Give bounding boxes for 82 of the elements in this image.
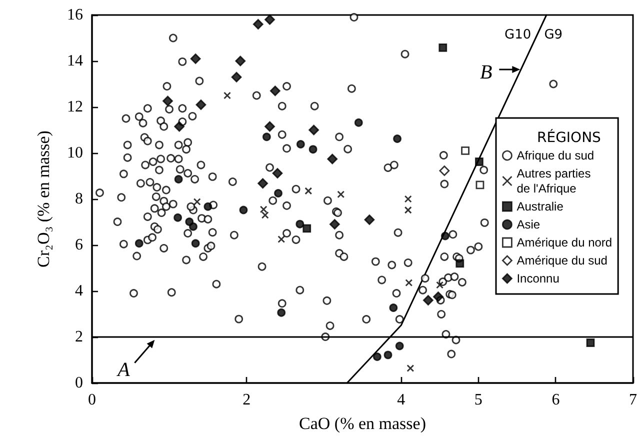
point — [586, 338, 595, 347]
point — [364, 214, 375, 225]
x-axis-title: CaO (% en masse) — [299, 414, 426, 433]
annotation: G9 — [544, 28, 563, 43]
legend-label: Amérique du nord — [516, 236, 612, 250]
annotation: G10 — [504, 28, 532, 43]
point — [258, 178, 268, 189]
legend-label: Afrique du sud — [516, 148, 594, 162]
point — [302, 224, 312, 233]
y-tick-label: 0 — [75, 374, 83, 392]
point — [264, 14, 275, 25]
y-tick-label: 2 — [75, 328, 83, 346]
point — [395, 342, 404, 350]
point — [239, 206, 248, 214]
point — [354, 118, 363, 127]
point — [278, 236, 286, 243]
point — [277, 308, 286, 317]
point — [436, 281, 444, 289]
y-tick-label: 14 — [67, 52, 83, 70]
point — [174, 121, 185, 132]
point — [405, 278, 413, 286]
point — [252, 19, 264, 30]
point — [461, 146, 470, 155]
point — [270, 86, 280, 96]
point — [327, 154, 338, 164]
legend-title: RÉGIONS — [537, 129, 602, 146]
point — [384, 350, 392, 360]
y-tick-label: 8 — [75, 190, 83, 208]
legend-label: Asie — [516, 218, 540, 232]
x-tick-label: 4 — [397, 392, 406, 408]
annotation: B — [480, 62, 492, 84]
point — [264, 121, 275, 132]
point — [393, 134, 402, 143]
y-axis-title: Cr₂O₃ (% en masse) — [34, 130, 53, 268]
point — [174, 175, 183, 184]
point — [189, 222, 198, 231]
x-tick-label: 5 — [474, 392, 482, 408]
point — [308, 145, 318, 154]
point — [134, 239, 144, 248]
point — [337, 190, 345, 198]
point — [329, 219, 340, 230]
legend-label: Australie — [516, 200, 564, 214]
y-tick-label: 10 — [67, 144, 83, 162]
y-tick-label: 16 — [67, 6, 83, 24]
point — [274, 189, 282, 198]
point — [389, 304, 398, 312]
point — [308, 124, 320, 136]
point — [475, 158, 484, 166]
point — [174, 213, 182, 222]
point — [476, 180, 484, 190]
point — [235, 56, 246, 66]
legend-label: Autres parties de l'Afrique — [516, 166, 591, 196]
x-tick-label: 7 — [629, 392, 637, 408]
point — [193, 198, 201, 206]
point — [162, 96, 173, 106]
x-tick-label: 6 — [552, 392, 560, 408]
legend-label: Inconnu — [516, 272, 560, 286]
point — [404, 195, 412, 203]
point — [304, 187, 312, 195]
point — [262, 132, 271, 142]
point — [296, 220, 304, 228]
x-tick-label: 2 — [242, 392, 251, 408]
point — [190, 54, 201, 64]
point — [404, 206, 412, 214]
point — [231, 72, 242, 82]
point — [272, 168, 283, 178]
point — [406, 364, 414, 372]
point — [439, 166, 450, 176]
y-tick-label: 4 — [75, 282, 83, 300]
annotation: A — [116, 358, 131, 381]
y-tick-label: 6 — [75, 236, 83, 254]
point — [372, 352, 382, 361]
point — [191, 239, 200, 248]
point — [441, 232, 450, 240]
point — [438, 43, 448, 52]
point — [224, 92, 231, 100]
x-tick-label: 0 — [88, 392, 96, 408]
point — [422, 295, 434, 306]
point — [296, 140, 305, 148]
legend-label: Amérique du sud — [516, 254, 608, 268]
y-tick-label: 12 — [67, 98, 83, 116]
point — [196, 100, 206, 110]
